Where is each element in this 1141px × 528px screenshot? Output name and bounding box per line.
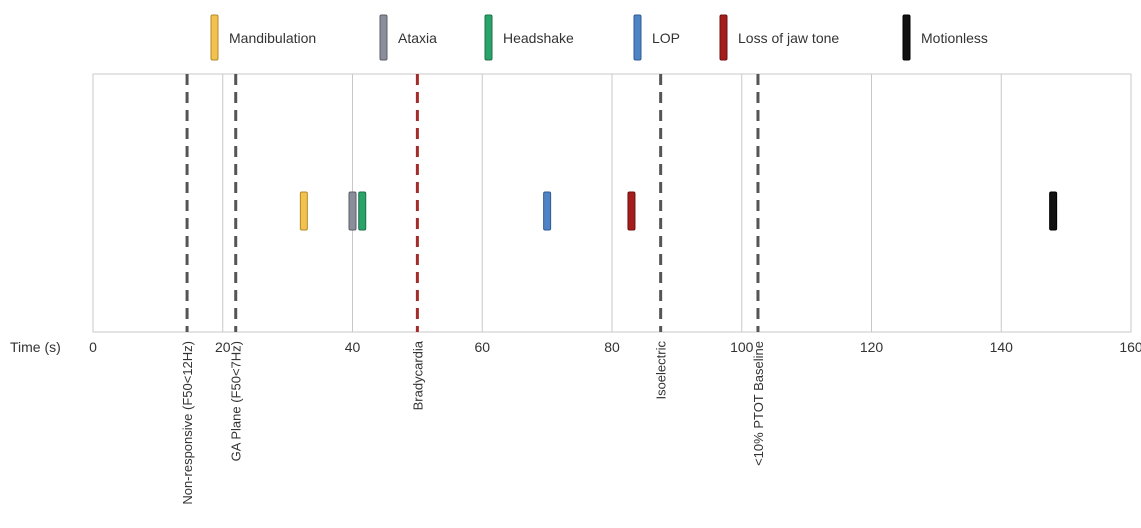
legend-item: LOP [633, 14, 680, 61]
legend-item: Mandibulation [210, 14, 316, 61]
x-tick-label: 0 [89, 339, 97, 355]
legend-swatch [719, 14, 728, 61]
legend-label: Headshake [503, 30, 574, 46]
legend-item: Motionless [902, 14, 988, 61]
event-marker [348, 191, 357, 231]
legend-swatch [484, 14, 493, 61]
threshold-label: GA Plane (F50<7Hz) [229, 341, 244, 461]
legend-swatch [633, 14, 642, 61]
threshold-label: <10% PTOT Baseline [751, 341, 766, 466]
legend-item: Headshake [484, 14, 574, 61]
x-tick-label: 20 [215, 339, 231, 355]
event-markers [299, 191, 1058, 231]
x-tick-label: 120 [860, 339, 884, 355]
x-tick-label: 80 [604, 339, 620, 355]
event-marker [1049, 191, 1058, 231]
event-marker [627, 191, 636, 231]
event-marker [543, 191, 552, 231]
threshold-label: Bradycardia [410, 340, 425, 410]
gridlines [222, 74, 1002, 332]
x-axis: Time (s) 0 20 40 60 80 100 120 140 160 [10, 339, 1141, 355]
threshold-label: Non-responsive (F50<12Hz) [180, 341, 195, 505]
threshold-label: Isoelectric [654, 341, 669, 400]
legend-item: Loss of jaw tone [719, 14, 839, 61]
legend-swatch [379, 14, 388, 61]
event-marker [358, 191, 367, 231]
legend-label: Ataxia [398, 30, 437, 46]
x-axis-title: Time (s) [10, 339, 61, 355]
legend-label: LOP [652, 30, 680, 46]
legend-swatch [902, 14, 911, 61]
legend-label: Loss of jaw tone [738, 30, 839, 46]
threshold-lines: Non-responsive (F50<12Hz) GA Plane (F50<7… [180, 74, 766, 505]
x-tick-label: 100 [730, 339, 754, 355]
x-tick-label: 60 [474, 339, 490, 355]
x-tick-label: 140 [990, 339, 1014, 355]
legend-label: Mandibulation [229, 30, 316, 46]
legend-item: Ataxia [379, 14, 437, 61]
x-tick-label: 160 [1119, 339, 1141, 355]
x-tick-label: 40 [345, 339, 361, 355]
legend-swatch [210, 14, 219, 61]
legend: Mandibulation Ataxia Headshake LOP Loss of j… [210, 14, 988, 61]
event-marker [299, 191, 308, 231]
legend-label: Motionless [921, 30, 988, 46]
